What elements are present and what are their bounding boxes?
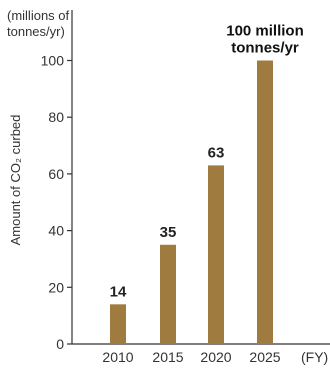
data-label-2025: 100 million tonnes/yr (226, 23, 304, 57)
unit-label-line: tonnes/yr) (7, 24, 65, 39)
y-tick-label: 40 (48, 223, 64, 239)
data-label-line: 35 (160, 224, 177, 241)
unit-label: (millions of tonnes/yr) (7, 8, 70, 39)
bar-2010 (110, 304, 126, 344)
data-label-line: 63 (208, 144, 225, 161)
bar-2015 (160, 244, 176, 344)
x-tick-label-2010: 2010 (102, 349, 133, 365)
x-tick-label-2025: 2025 (249, 349, 280, 365)
x-tick-label-2015: 2015 (152, 349, 183, 365)
data-label-line: 100 million (226, 23, 304, 40)
x-axis-unit-label: (FY) (301, 349, 328, 365)
y-ticks: 0 20 40 60 80 100 (41, 53, 72, 352)
y-tick-label: 80 (48, 109, 64, 125)
bars (110, 60, 273, 344)
y-axis-title: Amount of CO₂ curbed (8, 115, 23, 246)
data-label-2020: 63 (208, 144, 225, 161)
y-tick-label: 60 (48, 166, 64, 182)
data-label-2015: 35 (160, 224, 177, 241)
y-tick-label: 100 (41, 53, 65, 69)
bar-2020 (208, 165, 224, 344)
bar-2025 (257, 60, 273, 344)
data-labels: 14 35 63 100 million tonnes/yr (110, 23, 304, 301)
data-label-2010: 14 (110, 283, 127, 300)
data-label-line: 14 (110, 283, 127, 300)
unit-label-line: (millions of (7, 8, 70, 23)
data-label-line: tonnes/yr (231, 40, 299, 57)
x-ticks: 2010 2015 2020 2025 (102, 349, 280, 365)
x-tick-label-2020: 2020 (200, 349, 231, 365)
y-tick-label: 20 (48, 279, 64, 295)
y-tick-label: 0 (56, 336, 64, 352)
